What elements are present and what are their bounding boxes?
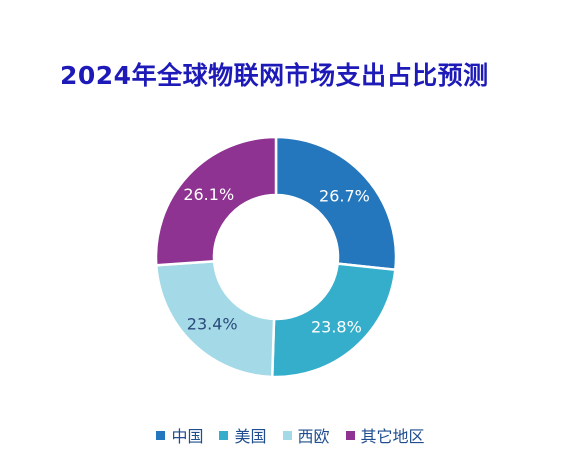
slice-western-europe[interactable] bbox=[154, 259, 276, 379]
chart-title: 2024年全球物联网市场支出占比预测 bbox=[60, 61, 489, 90]
legend-swatch-usa bbox=[219, 430, 229, 440]
slice-usa[interactable] bbox=[270, 262, 397, 379]
legend-label-usa: 美国 bbox=[234, 427, 267, 446]
legend-item-other-regions[interactable]: 其它地区 bbox=[345, 423, 425, 447]
data-label-usa: 23.8% bbox=[311, 317, 362, 336]
legend-swatch-china bbox=[156, 430, 166, 440]
legend-item-china[interactable]: 中国 bbox=[156, 423, 203, 447]
data-label-china: 26.7% bbox=[319, 187, 370, 206]
slice-other-regions[interactable] bbox=[154, 135, 278, 267]
legend-swatch-western-europe bbox=[282, 430, 292, 440]
legend-label-western-europe: 西欧 bbox=[297, 427, 330, 446]
legend-label-china: 中国 bbox=[171, 427, 204, 446]
legend-item-usa[interactable]: 美国 bbox=[219, 423, 267, 447]
slice-china[interactable] bbox=[274, 135, 398, 272]
legend-item-western-europe[interactable]: 西欧 bbox=[282, 423, 330, 447]
legend: 中国 美国 西欧 其它地区 bbox=[0, 423, 581, 447]
data-label-western-europe: 23.4% bbox=[187, 314, 238, 333]
legend-label-other-regions: 其它地区 bbox=[360, 427, 425, 446]
data-label-other-regions: 26.1% bbox=[183, 185, 234, 204]
legend-swatch-other-regions bbox=[345, 430, 355, 440]
